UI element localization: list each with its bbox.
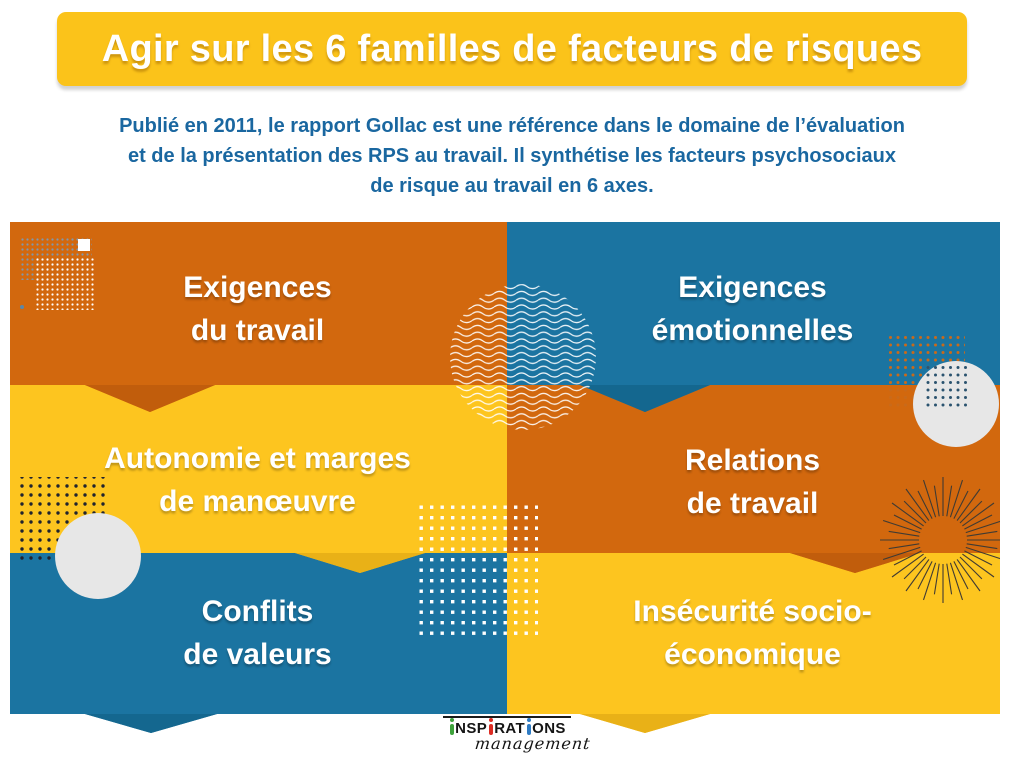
sunburst-icon [880, 477, 1000, 603]
block-insecurite-socio-chevron [580, 714, 710, 733]
white-square-icon [78, 239, 90, 251]
logo-text-segment: ONS [532, 720, 566, 737]
risk-grid: Exigences du travail Exigences émotionne… [10, 222, 1000, 737]
intro-line-3: de risque au travail en 6 axes. [370, 175, 654, 197]
block-insecurite-socio [507, 553, 1000, 733]
intro-text: Publié en 2011, le rapport Gollac est un… [62, 111, 962, 201]
block-exigences-emotionnelles-chevron [580, 385, 710, 412]
wave-circle-icon [450, 284, 596, 430]
intro-line-1: Publié en 2011, le rapport Gollac est un… [119, 115, 905, 137]
logo-wordmark: NSP RAT ONS [441, 718, 573, 737]
dots-pattern-navy-icon [922, 366, 968, 408]
dots-pattern-white-icon [34, 258, 96, 310]
logo-text-segment: NSP [455, 720, 488, 737]
block-exigences-emotionnelles [507, 222, 1000, 412]
intro-line-2: et de la présentation des RPS au travail… [127, 145, 897, 167]
block-conflits-valeurs [10, 553, 507, 733]
dots-pattern-squares-icon [413, 505, 538, 642]
block-exigences-travail-chevron [85, 385, 215, 412]
page-title: Agir sur les 6 familles de facteurs de r… [101, 27, 923, 70]
logo-i-mark-blue-icon [527, 718, 532, 735]
block-conflits-valeurs-chevron [85, 714, 217, 733]
logo-subtitle: management [474, 734, 592, 753]
block-exigences-travail [10, 222, 507, 412]
block-relations-travail [507, 385, 1000, 573]
logo-top-line [443, 716, 571, 718]
single-dot-icon [20, 305, 24, 309]
logo-text-segment: RAT [494, 720, 526, 737]
gray-circle-left-icon [55, 513, 141, 599]
block-autonomie-marges [10, 385, 507, 573]
logo-i-mark-green-icon [450, 718, 455, 735]
title-banner: Agir sur les 6 familles de facteurs de r… [57, 12, 967, 86]
block-autonomie-marges-chevron [295, 553, 425, 573]
risk-grid-shapes [10, 222, 1000, 733]
logo-inspirations: NSP RAT ONS management [441, 716, 592, 753]
logo-i-mark-red-icon [489, 718, 494, 735]
